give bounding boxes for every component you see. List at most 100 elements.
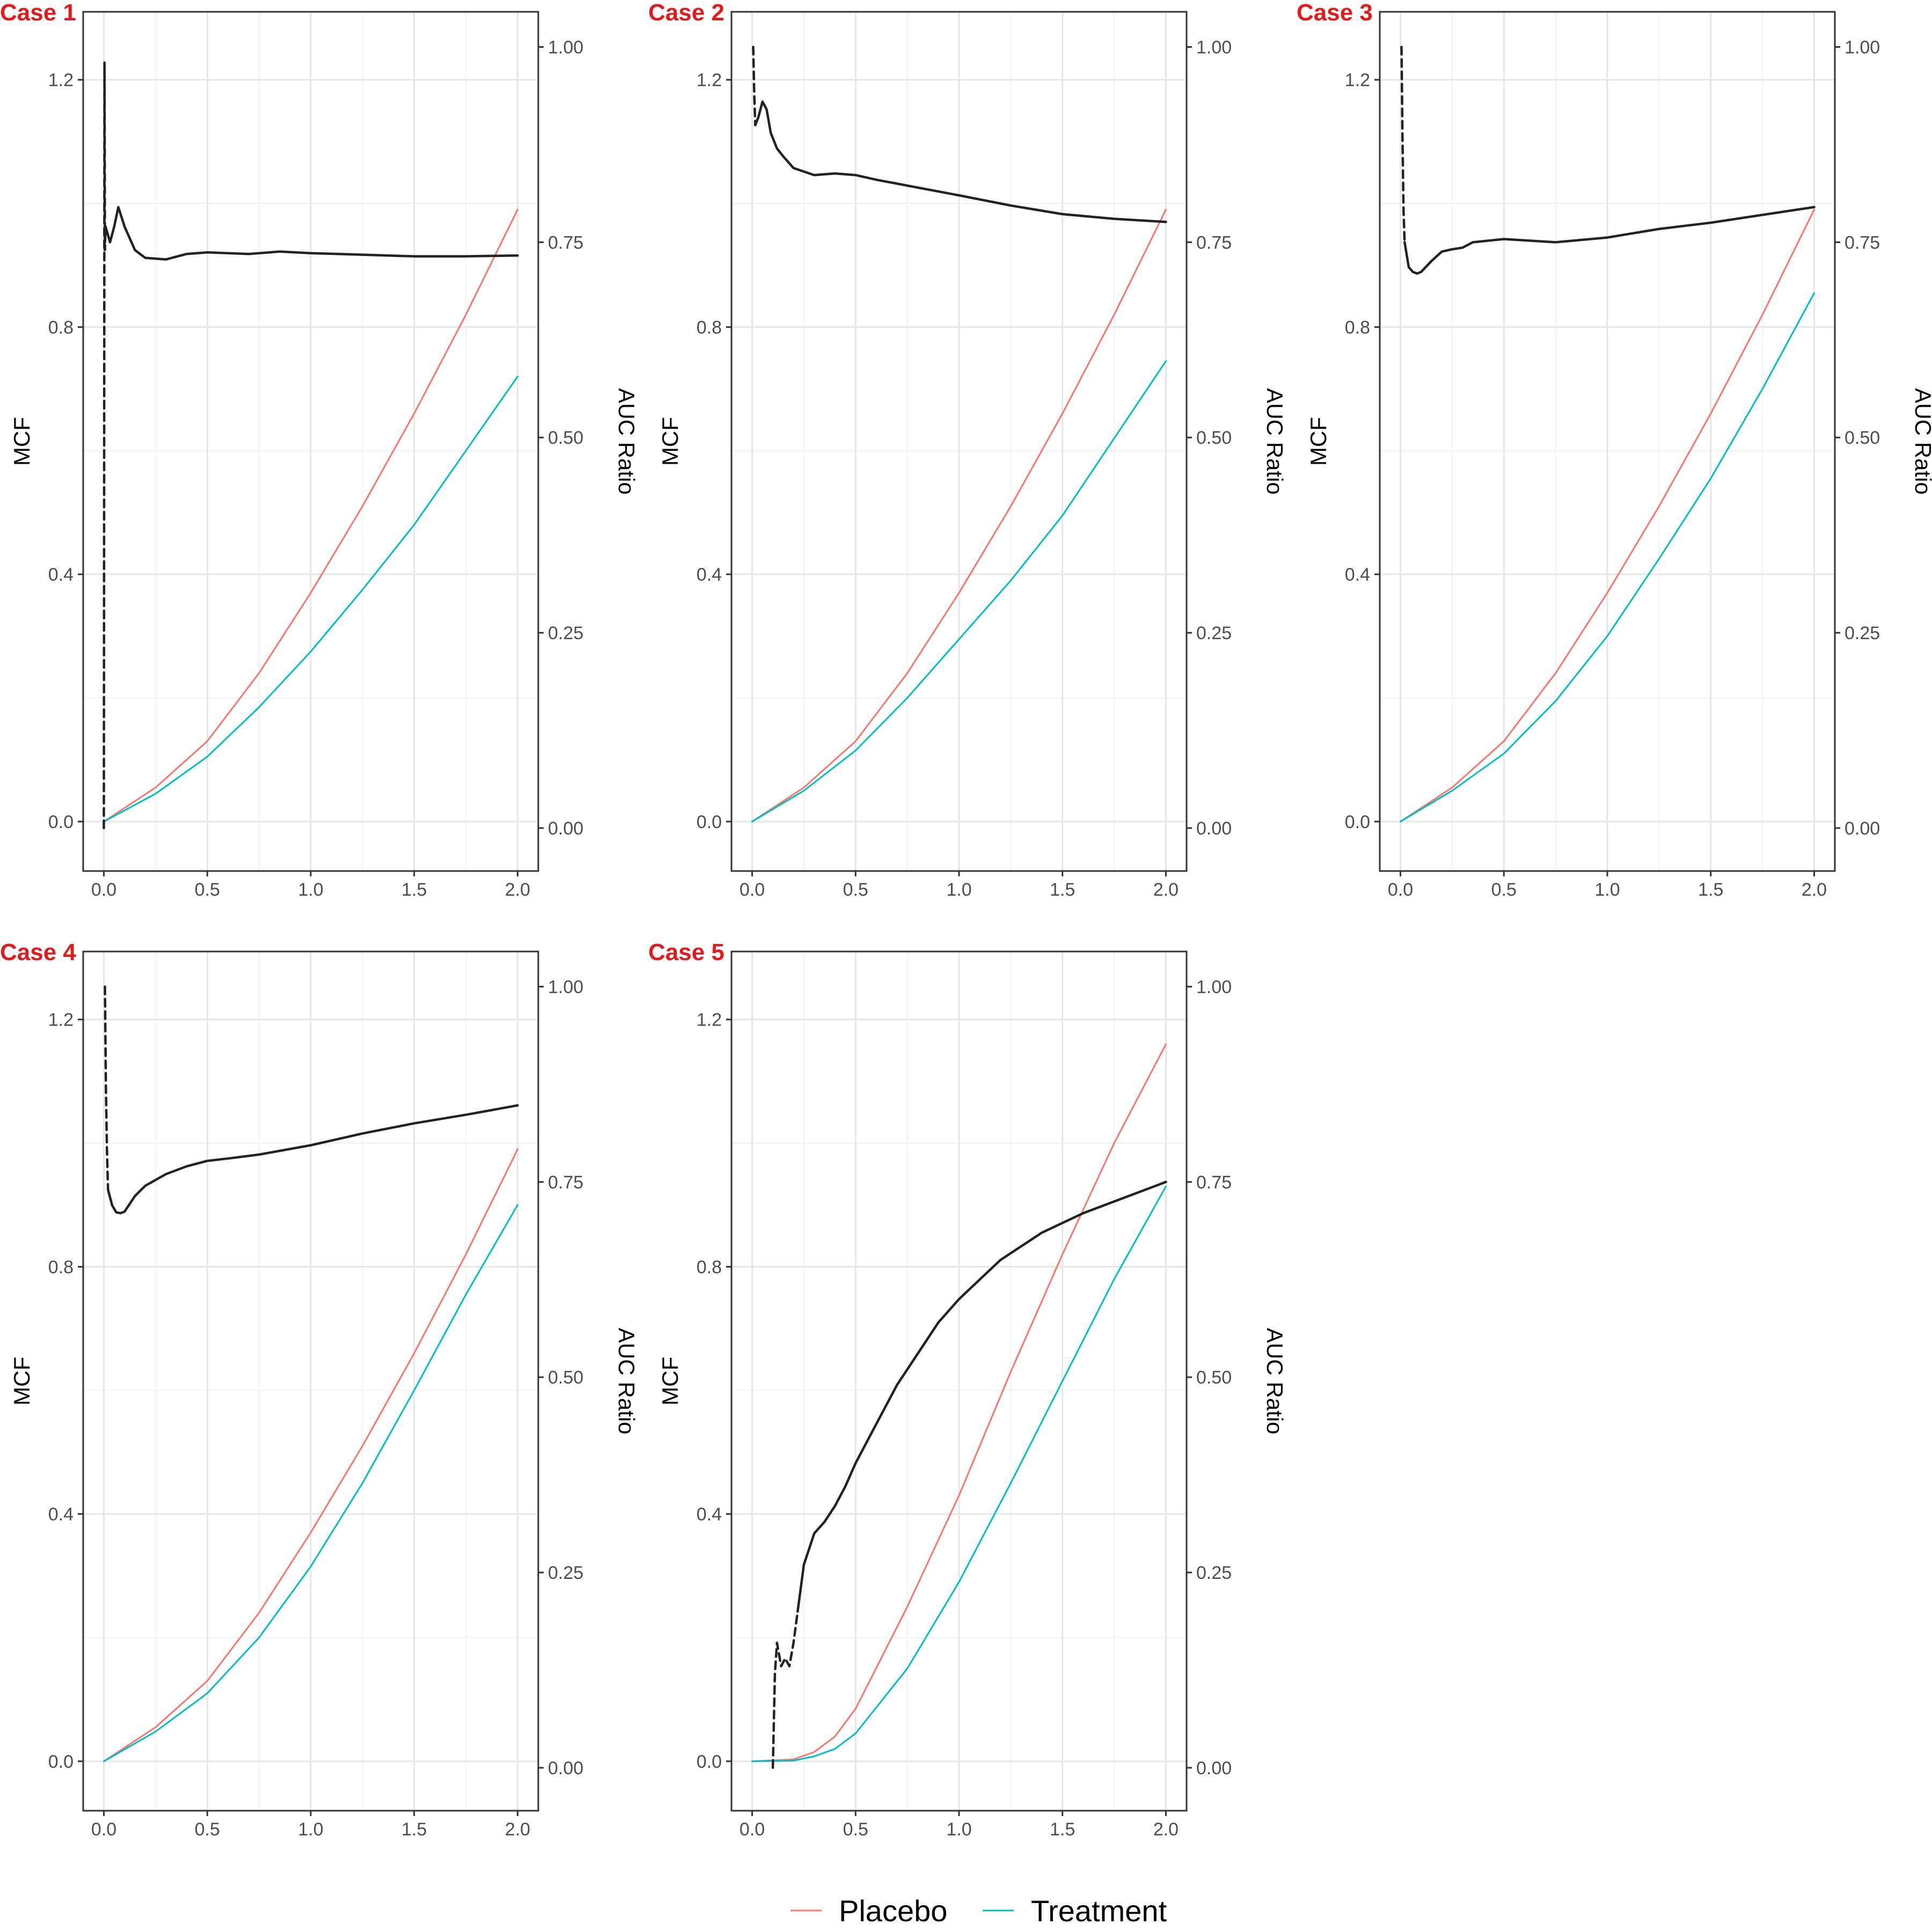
panel-1: 0.0 0.5 1.0 1.5 2.0 0.0 0.4 0.8 1.2 0.00 0.25 0.50 0… <box>0 0 639 900</box>
x-tick-label: 0.5 <box>843 1819 868 1840</box>
y-tick-label: 0.8 <box>48 317 74 338</box>
series-treatment <box>751 1185 1167 1762</box>
y-axis-title: MCF <box>9 1357 34 1406</box>
series-auc-ratio-early-dashed <box>1400 46 1406 244</box>
panel-tag: Case 2 <box>648 0 724 26</box>
y-tick-label: 0.4 <box>1345 565 1370 585</box>
x-tick-label: 0.5 <box>195 1819 220 1840</box>
y-tick-label: 0.4 <box>48 1504 74 1525</box>
y2-tick-label: 0.75 <box>548 232 583 253</box>
panel-tag: Case 5 <box>648 939 724 965</box>
y2-tick-label: 0.75 <box>1196 1172 1232 1192</box>
y2-tick-label: 0.25 <box>1196 623 1232 643</box>
y-axis-title: MCF <box>657 417 683 466</box>
series-auc-ratio-early-dashed <box>103 61 107 830</box>
y-axis-title: MCF <box>657 1357 683 1406</box>
y2-tick-label: 0.75 <box>1845 232 1880 253</box>
panel-4: 0.0 0.5 1.0 1.5 2.0 0.0 0.4 0.8 1.2 0.00 0.25 0.50 0… <box>0 939 639 1840</box>
series-treatment <box>103 1204 518 1762</box>
y2-tick-label: 1.00 <box>1196 977 1232 997</box>
x-tick-label: 1.0 <box>946 1819 971 1840</box>
y2-tick-label: 0.75 <box>1196 232 1232 253</box>
y2-axis-title: AUC Ratio <box>614 388 639 494</box>
x-tick-label: 1.5 <box>401 880 427 900</box>
y-tick-label: 0.0 <box>1345 812 1370 832</box>
x-tick-label: 1.0 <box>946 880 971 900</box>
y2-tick-label: 0.75 <box>548 1172 583 1192</box>
series-placebo <box>751 1043 1167 1762</box>
x-tick-label: 0.5 <box>843 880 868 900</box>
y2-tick-label: 0.25 <box>1196 1563 1232 1583</box>
y2-tick-label: 0.25 <box>548 1563 583 1583</box>
x-tick-label: 0.0 <box>91 880 116 900</box>
series-auc-ratio <box>107 1104 519 1214</box>
series-auc-ratio <box>1403 206 1816 275</box>
y2-tick-label: 0.50 <box>1845 428 1880 448</box>
y-tick-label: 0.4 <box>48 565 74 585</box>
x-tick-label: 2.0 <box>1802 880 1827 900</box>
y2-tick-label: 0.50 <box>548 428 583 448</box>
y-tick-label: 1.2 <box>48 70 74 91</box>
y2-tick-label: 0.50 <box>548 1367 583 1388</box>
x-tick-label: 0.0 <box>91 1819 116 1840</box>
series-auc-ratio-early-dashed <box>104 985 109 1191</box>
y-tick-label: 0.8 <box>1345 317 1370 338</box>
x-tick-label: 2.0 <box>505 880 530 900</box>
legend-label-placebo: Placebo <box>839 1894 947 1928</box>
y2-axis-title: AUC Ratio <box>1911 388 1932 494</box>
series-auc-ratio-early-dashed <box>771 1610 799 1769</box>
x-tick-label: 1.0 <box>298 1819 323 1840</box>
series-treatment <box>1400 292 1815 823</box>
y-tick-label: 0.8 <box>697 317 722 338</box>
x-tick-label: 0.5 <box>195 880 220 900</box>
x-tick-label: 2.0 <box>1153 1819 1179 1840</box>
x-tick-label: 1.5 <box>1050 880 1075 900</box>
x-tick-label: 1.0 <box>298 880 323 900</box>
series-auc-ratio <box>104 206 519 261</box>
y-tick-label: 0.0 <box>48 812 74 832</box>
x-tick-label: 1.5 <box>1698 880 1723 900</box>
y2-axis-title: AUC Ratio <box>1262 1328 1287 1434</box>
y2-tick-label: 0.25 <box>548 623 583 643</box>
y2-tick-label: 0.00 <box>548 1758 583 1779</box>
y2-tick-label: 1.00 <box>548 977 583 997</box>
series-placebo <box>751 209 1167 823</box>
x-tick-label: 1.0 <box>1594 880 1620 900</box>
series-auc-ratio-early-dashed <box>752 46 757 127</box>
y-tick-label: 1.2 <box>697 1010 722 1030</box>
x-tick-label: 2.0 <box>1153 880 1179 900</box>
y2-tick-label: 0.00 <box>1845 818 1880 839</box>
panel-2: 0.0 0.5 1.0 1.5 2.0 0.0 0.4 0.8 1.2 0.00 0.25 0.50 0… <box>648 0 1287 900</box>
series-auc-ratio <box>796 1181 1167 1613</box>
series-auc-ratio <box>754 100 1167 223</box>
x-tick-label: 0.5 <box>1491 880 1517 900</box>
y2-tick-label: 1.00 <box>548 37 583 57</box>
y-tick-label: 1.2 <box>1345 70 1370 91</box>
x-tick-label: 1.5 <box>1050 1819 1075 1840</box>
y-tick-label: 0.4 <box>697 1504 722 1525</box>
series-treatment <box>751 360 1167 823</box>
y2-tick-label: 0.25 <box>1845 623 1880 643</box>
series-placebo <box>1400 209 1815 823</box>
y2-tick-label: 0.50 <box>1196 1367 1232 1388</box>
y2-tick-label: 0.00 <box>1196 1758 1232 1779</box>
panel-tag: Case 1 <box>0 0 76 26</box>
y-axis-title: MCF <box>1306 417 1331 466</box>
panel-3: 0.0 0.5 1.0 1.5 2.0 0.0 0.4 0.8 1.2 0.00 0.25 0.50 0… <box>1297 0 1932 900</box>
legend-label-treatment: Treatment <box>1031 1894 1167 1928</box>
series-placebo <box>103 209 518 823</box>
y2-tick-label: 0.50 <box>1196 428 1232 448</box>
panel-5: 0.0 0.5 1.0 1.5 2.0 0.0 0.4 0.8 1.2 0.00 0.25 0.50 0… <box>648 939 1287 1840</box>
y2-axis-title: AUC Ratio <box>614 1328 639 1434</box>
y2-axis-title: AUC Ratio <box>1262 388 1287 494</box>
y-tick-label: 1.2 <box>697 70 722 91</box>
y2-tick-label: 0.00 <box>548 818 583 839</box>
panel-tag: Case 3 <box>1297 0 1373 26</box>
x-tick-label: 1.5 <box>401 1819 427 1840</box>
x-tick-label: 0.0 <box>740 880 765 900</box>
y-tick-label: 0.0 <box>48 1752 74 1772</box>
y-tick-label: 0.8 <box>697 1257 722 1277</box>
series-placebo <box>103 1148 518 1762</box>
y2-tick-label: 1.00 <box>1196 37 1232 57</box>
x-tick-label: 0.0 <box>1388 880 1413 900</box>
